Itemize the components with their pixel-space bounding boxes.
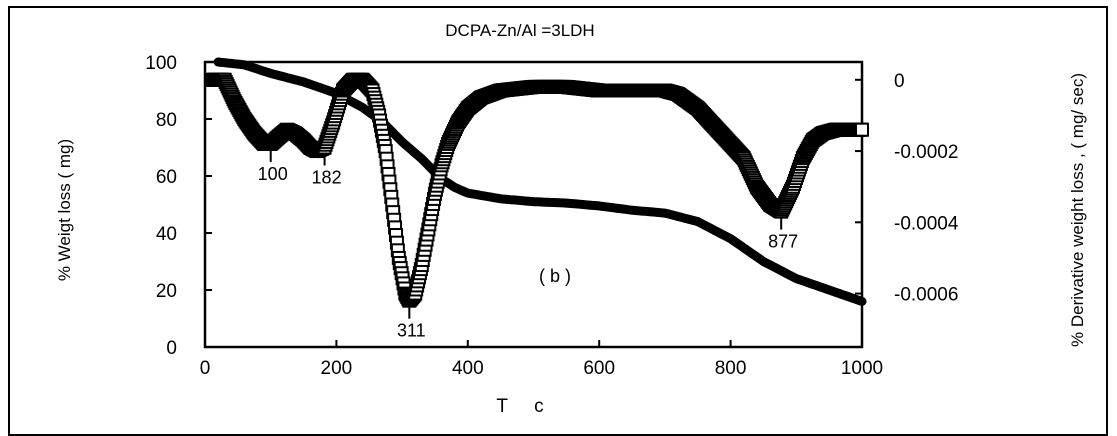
peak-label: 100 bbox=[258, 164, 288, 184]
x-tick-label: 200 bbox=[321, 358, 353, 379]
y-left-tick-label: 100 bbox=[145, 53, 177, 74]
peak-label: 182 bbox=[312, 168, 342, 188]
y-right-tick-label: -0.0006 bbox=[894, 285, 958, 306]
peak-annotations: 100 182 311 877 bbox=[258, 149, 798, 341]
y-right-tick-label: 0 bbox=[894, 71, 905, 92]
tga-dtg-chart: DCPA-Zn/Al =3LDH 0 200 400 600 800 1000 02040… bbox=[55, 21, 1087, 417]
derivative-series bbox=[204, 72, 869, 308]
panel-label: ( b ) bbox=[539, 266, 571, 286]
x-tick-label: 1000 bbox=[841, 358, 883, 379]
y-axis-left: 0 20 40 60 80 100 bbox=[145, 53, 212, 359]
x-axis-label: T c bbox=[496, 396, 543, 417]
y-left-tick-label: 20 bbox=[156, 281, 177, 302]
y-axis-right: 0 -0.0002 -0.0004 -0.0006 bbox=[855, 71, 959, 306]
chart-title: DCPA-Zn/Al =3LDH bbox=[445, 21, 594, 40]
x-tick-label: 400 bbox=[452, 358, 484, 379]
y-right-tick-label: -0.0002 bbox=[894, 142, 958, 163]
x-axis: 0 200 400 600 800 1000 bbox=[200, 340, 883, 379]
weight-loss-series bbox=[213, 57, 867, 306]
x-tick-label: 800 bbox=[715, 358, 747, 379]
y-left-tick-label: 80 bbox=[156, 110, 177, 131]
y-axis-left-label: % Weigt loss ( mg) bbox=[55, 139, 74, 281]
x-tick-label: 600 bbox=[583, 358, 615, 379]
plot-border bbox=[203, 60, 864, 349]
y-left-tick-label: 0 bbox=[166, 338, 177, 359]
y-left-tick-label: 40 bbox=[156, 224, 177, 245]
y-right-tick-label: -0.0004 bbox=[894, 213, 959, 234]
weight-loss-line bbox=[213, 57, 867, 306]
x-tick-label: 0 bbox=[200, 358, 211, 379]
peak-label: 311 bbox=[397, 321, 426, 341]
y-left-tick-label: 60 bbox=[156, 167, 177, 188]
derivative-point bbox=[855, 122, 869, 137]
y-axis-right-label: % Derivative weight loss , ( mg/ sec) bbox=[1068, 73, 1087, 347]
plot-area bbox=[203, 60, 864, 349]
peak-label: 877 bbox=[768, 232, 798, 252]
